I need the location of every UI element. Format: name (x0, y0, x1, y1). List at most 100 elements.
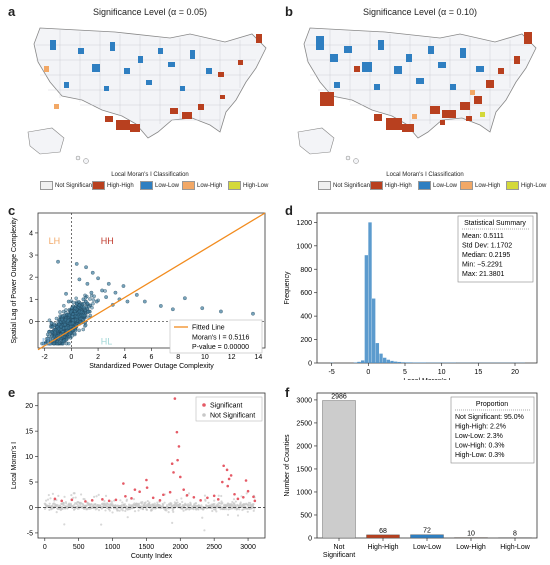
not-significant-point (72, 496, 75, 499)
significant-point (178, 475, 182, 479)
legend-label: Low-High (197, 182, 223, 189)
not-significant-point (62, 502, 65, 505)
not-significant-point (252, 509, 255, 512)
y-tick-label: 3 (29, 253, 33, 260)
proportion-line: High-Low: 0.3% (455, 452, 504, 459)
scatter-point (58, 336, 63, 341)
scatter-point (57, 322, 61, 327)
not-significant-points (43, 492, 256, 532)
not-significant-point (126, 516, 129, 519)
significant-point (185, 493, 189, 497)
x-axis-label: Local Moran's I (403, 378, 450, 380)
hh-clusters (105, 34, 262, 132)
significant-point (236, 497, 240, 501)
scatter-point (251, 311, 255, 316)
map-legend-item: Low-Low (418, 181, 457, 190)
scatter-point (77, 303, 82, 307)
significant-point (107, 499, 111, 503)
not-significant-point (203, 529, 206, 532)
y-tick-label: 15 (25, 429, 33, 436)
histogram-bar (375, 343, 380, 363)
scatter-point (92, 294, 96, 298)
significant-point (253, 499, 257, 503)
significant-point (176, 458, 179, 462)
ll-clusters (316, 36, 484, 90)
y-tick-label: 500 (300, 512, 312, 519)
scatter-point (73, 306, 78, 311)
histogram-bar (390, 360, 394, 363)
x-tick-label: 0 (43, 544, 47, 551)
not-significant-point (246, 510, 249, 513)
bar-value-label: 72 (423, 528, 431, 535)
scatter-point (82, 305, 86, 309)
scatter-point (104, 295, 108, 299)
x-tick-label: 10 (201, 354, 209, 361)
not-significant-point (187, 492, 191, 495)
histogram-bar (386, 359, 391, 363)
not-significant-point (61, 507, 64, 511)
not-significant-point (234, 500, 237, 503)
scatter-point (72, 331, 77, 336)
not-significant-point (220, 494, 223, 498)
x-axis-label: County Index (131, 553, 173, 560)
legend-swatch (318, 181, 331, 190)
scatter-point (40, 341, 44, 346)
significant-point (53, 497, 57, 501)
not-significant-point (150, 509, 153, 512)
not-significant-point (49, 497, 52, 500)
not-significant-point (73, 492, 76, 495)
scatter-point (66, 299, 71, 304)
scatter-point (86, 309, 91, 314)
histogram-bar (383, 357, 387, 363)
y-tick-label: 0 (29, 505, 33, 512)
significant-point (145, 486, 149, 489)
quadrant-label-lh: LH (49, 236, 61, 246)
scatter-point (79, 310, 84, 315)
not-significant-point (213, 502, 216, 506)
histogram-bar (379, 353, 383, 363)
scatter-point (48, 337, 53, 341)
legend-moran: Moran's I = 0.5116 (192, 335, 250, 342)
scatter-point (171, 307, 175, 312)
not-significant-point (179, 503, 182, 506)
significant-point (168, 490, 172, 494)
map-legend-item: High-High (92, 181, 134, 190)
scatter-point (219, 309, 223, 314)
summary-title: Statistical Summary (464, 220, 526, 227)
quadrant-label-hh: HH (101, 236, 114, 246)
not-significant-point (176, 501, 179, 504)
y-axis-label: Spatial Lag of Power Outage Complexity (11, 217, 18, 344)
alaska-inset (297, 127, 335, 155)
map-legend-item: High-High (370, 181, 412, 190)
significant-point (221, 480, 224, 484)
not-significant-point (172, 510, 175, 513)
significant-point (101, 498, 104, 501)
scatter-point (59, 328, 63, 332)
not-significant-point (90, 502, 93, 506)
scatter-point (134, 293, 139, 297)
not-significant-point (219, 508, 222, 511)
scatter-point (87, 304, 91, 309)
not-significant-point (197, 508, 200, 511)
legend-swatch (370, 181, 383, 190)
category-bar (322, 400, 356, 539)
not-significant-point (217, 504, 220, 507)
map-a-title: Significance Level (α = 0.05) (92, 7, 208, 17)
lh-clusters (412, 90, 475, 119)
classification-bar-chart: 0 500 1000 1500 2000 2500 3000 Number of Counti… (284, 392, 538, 559)
x-tick-label: Low-High (456, 544, 486, 551)
summary-line: Min: −5.2291 (462, 262, 503, 269)
plot-frame (37, 392, 266, 539)
scatter-point (70, 314, 74, 319)
scatter-point (90, 305, 94, 310)
not-significant-point (65, 502, 68, 505)
not-significant-point (225, 507, 228, 511)
not-significant-point (79, 493, 83, 496)
y-tick-label: 20 (25, 403, 33, 410)
scatter-point (64, 308, 68, 312)
not-significant-point (63, 495, 66, 498)
hh-clusters (320, 32, 532, 132)
not-significant-point (252, 505, 255, 508)
significant-point (216, 498, 220, 501)
not-significant-point (252, 503, 255, 506)
